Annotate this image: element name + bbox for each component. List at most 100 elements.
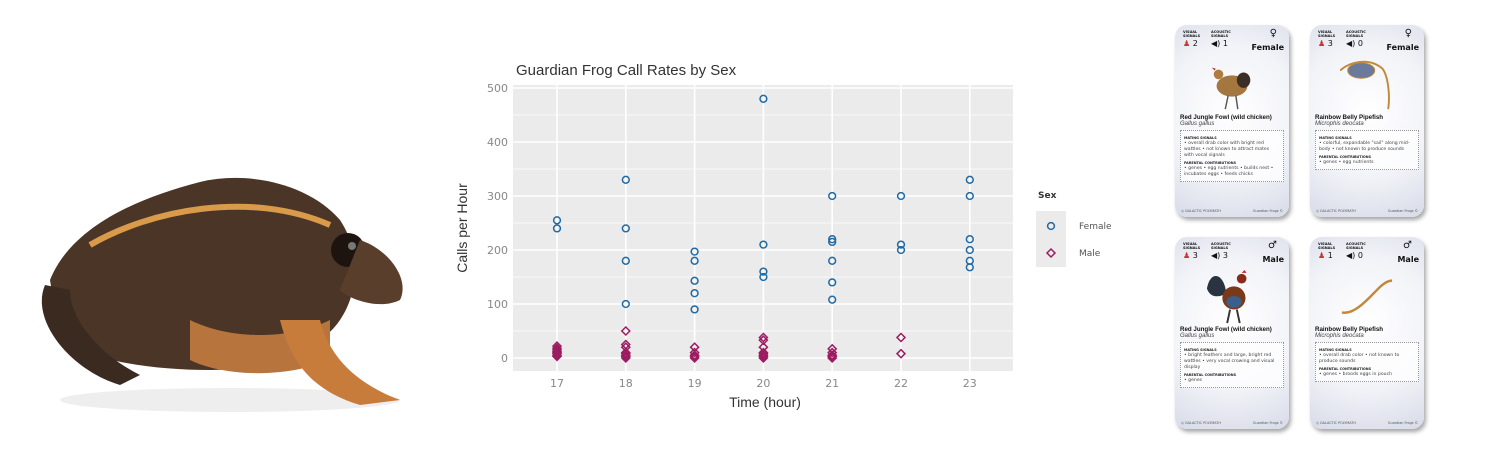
scatter-chart: Guardian Frog Call Rates by Sex 0 100 200 3… — [454, 62, 1112, 410]
legend-female-label: Female — [1079, 222, 1112, 232]
x-tick-label: 20 — [756, 377, 770, 390]
female-point — [759, 94, 768, 103]
visual-signals-label: VISUAL SIGNALS — [1318, 30, 1336, 38]
female-point — [828, 256, 837, 265]
visual-signals-count: 3 — [1327, 39, 1333, 48]
dancer-icon: ♟ — [1183, 251, 1191, 260]
parental-heading: PARENTAL CONTRIBUTIONS — [1319, 155, 1372, 159]
female-point — [965, 175, 974, 184]
mating-signals-text: • colorful, expandable "sail" along mid-… — [1319, 141, 1410, 152]
scientific-name: Microphis deocata — [1315, 121, 1364, 127]
common-name: Rainbow Belly Pipefish — [1315, 114, 1384, 121]
legend-female-marker — [1046, 221, 1056, 231]
female-point — [621, 299, 630, 309]
sex-symbol-icon: ♀ — [1269, 28, 1277, 39]
chart-title: Guardian Frog Call Rates by Sex — [516, 62, 737, 79]
species-card[interactable]: VISUAL SIGNALS ♟ 3 ACOUSTIC SIGNALS ◀) 0… — [1310, 25, 1424, 217]
female-point — [965, 191, 974, 201]
common-name: Red Jungle Fowl (wild chicken) — [1180, 326, 1272, 333]
acoustic-signals-value: ◀) 3 — [1211, 251, 1228, 260]
x-axis-label: Time (hour) — [729, 394, 801, 410]
speaker-icon: ◀) — [1211, 39, 1221, 48]
acoustic-signals-count: 1 — [1222, 39, 1228, 48]
male-point — [895, 332, 907, 343]
speaker-icon: ◀) — [1211, 251, 1221, 260]
brand-name: GALACTIC POLYMATH — [1320, 421, 1356, 425]
y-tick-label: 300 — [487, 190, 508, 203]
sex-label: Male — [1262, 255, 1284, 264]
info-box: MATING SIGNALS • bright feathers and larg… — [1180, 342, 1284, 388]
female-point — [828, 191, 837, 201]
rooster-illustration — [1206, 270, 1247, 324]
mating-signals-heading: MATING SIGNALS — [1184, 136, 1217, 140]
scientific-name: Gallus gallus — [1180, 333, 1215, 339]
visual-signals-value: ♟ 3 — [1318, 39, 1333, 48]
x-tick-label: 19 — [688, 377, 702, 390]
mating-signals-heading: MATING SIGNALS — [1319, 136, 1352, 140]
female-point — [759, 240, 768, 249]
species-card[interactable]: VISUAL SIGNALS ♟ 3 ACOUSTIC SIGNALS ◀) 3… — [1175, 237, 1289, 429]
legend-male-marker — [1045, 247, 1057, 259]
pipefish-female-illustration — [1340, 60, 1390, 110]
dancer-icon: ♟ — [1318, 39, 1326, 48]
sex-label: Female — [1251, 43, 1284, 52]
card-footer-bar: ◎ GALACTIC POLYMATH Guardian Frogs © — [1181, 421, 1283, 425]
female-point — [828, 237, 837, 247]
sex-label: Female — [1386, 43, 1419, 52]
male-point — [689, 347, 700, 358]
female-point — [828, 235, 837, 244]
card-footer: Guardian Frogs © — [1252, 421, 1283, 425]
visual-signals-label: VISUAL SIGNALS — [1183, 30, 1201, 38]
visual-signals-value: ♟ 3 — [1183, 251, 1198, 260]
species-card[interactable]: VISUAL SIGNALS ♟ 1 ACOUSTIC SIGNALS ◀) 0… — [1310, 237, 1424, 429]
visual-signals-value: ♟ 2 — [1183, 39, 1198, 48]
male-point — [620, 352, 631, 364]
acoustic-signals-count: 0 — [1357, 251, 1363, 260]
male-point — [827, 350, 838, 361]
male-point — [551, 350, 563, 361]
brand-name: GALACTIC POLYMATH — [1320, 209, 1356, 213]
visual-signals-count: 3 — [1192, 251, 1198, 260]
card-text: Red Jungle Fowl (wild chicken) Gallus ga… — [1180, 326, 1284, 388]
y-tick-label: 400 — [487, 136, 508, 149]
sex-symbol-icon: ♀ — [1404, 28, 1412, 39]
female-point — [552, 224, 562, 233]
male-point — [758, 347, 769, 358]
female-point — [690, 247, 699, 256]
hen-illustration — [1211, 67, 1251, 110]
male-point — [758, 348, 769, 359]
common-name: Red Jungle Fowl (wild chicken) — [1180, 114, 1272, 121]
card-text: Rainbow Belly Pipefish Microphis deocata… — [1315, 114, 1419, 170]
scientific-name: Gallus gallus — [1180, 121, 1215, 127]
parental-heading: PARENTAL CONTRIBUTIONS — [1319, 367, 1372, 371]
card-footer-bar: ◎ GALACTIC POLYMATH Guardian Frogs © — [1181, 209, 1283, 213]
info-box: MATING SIGNALS • colorful, expandable "sa… — [1315, 130, 1419, 170]
female-point — [965, 235, 974, 244]
legend-key-male — [1036, 241, 1066, 267]
x-tick-label: 23 — [963, 377, 977, 390]
species-card[interactable]: VISUAL SIGNALS ♟ 2 ACOUSTIC SIGNALS ◀) 1… — [1175, 25, 1289, 217]
acoustic-signals-label: ACOUSTIC SIGNALS — [1211, 30, 1231, 38]
female-point — [621, 224, 630, 233]
mating-signals-heading: MATING SIGNALS — [1319, 348, 1352, 352]
female-point — [621, 175, 630, 184]
acoustic-signals-count: 3 — [1222, 251, 1228, 260]
parental-text: • genes • broods eggs in pouch — [1319, 372, 1393, 377]
male-point — [551, 348, 563, 359]
acoustic-signals-value: ◀) 0 — [1346, 39, 1363, 48]
acoustic-signals-count: 0 — [1357, 39, 1363, 48]
common-name: Rainbow Belly Pipefish — [1315, 326, 1384, 333]
mating-signals-text: • overall drab color with bright red wat… — [1184, 141, 1270, 158]
card-text: Rainbow Belly Pipefish Microphis deocata… — [1315, 326, 1419, 382]
x-tick-label: 17 — [550, 377, 564, 390]
male-point — [551, 344, 563, 355]
card-footer-bar: ◎ GALACTIC POLYMATH Guardian Frogs © — [1316, 209, 1418, 213]
parental-heading: PARENTAL CONTRIBUTIONS — [1184, 373, 1237, 377]
card-footer: Guardian Frogs © — [1252, 209, 1283, 213]
male-point — [895, 348, 907, 359]
visual-signals-count: 1 — [1327, 251, 1333, 260]
female-point — [965, 245, 974, 255]
speaker-icon: ◀) — [1346, 251, 1356, 260]
y-tick-label: 0 — [501, 352, 508, 365]
male-point — [689, 350, 700, 361]
